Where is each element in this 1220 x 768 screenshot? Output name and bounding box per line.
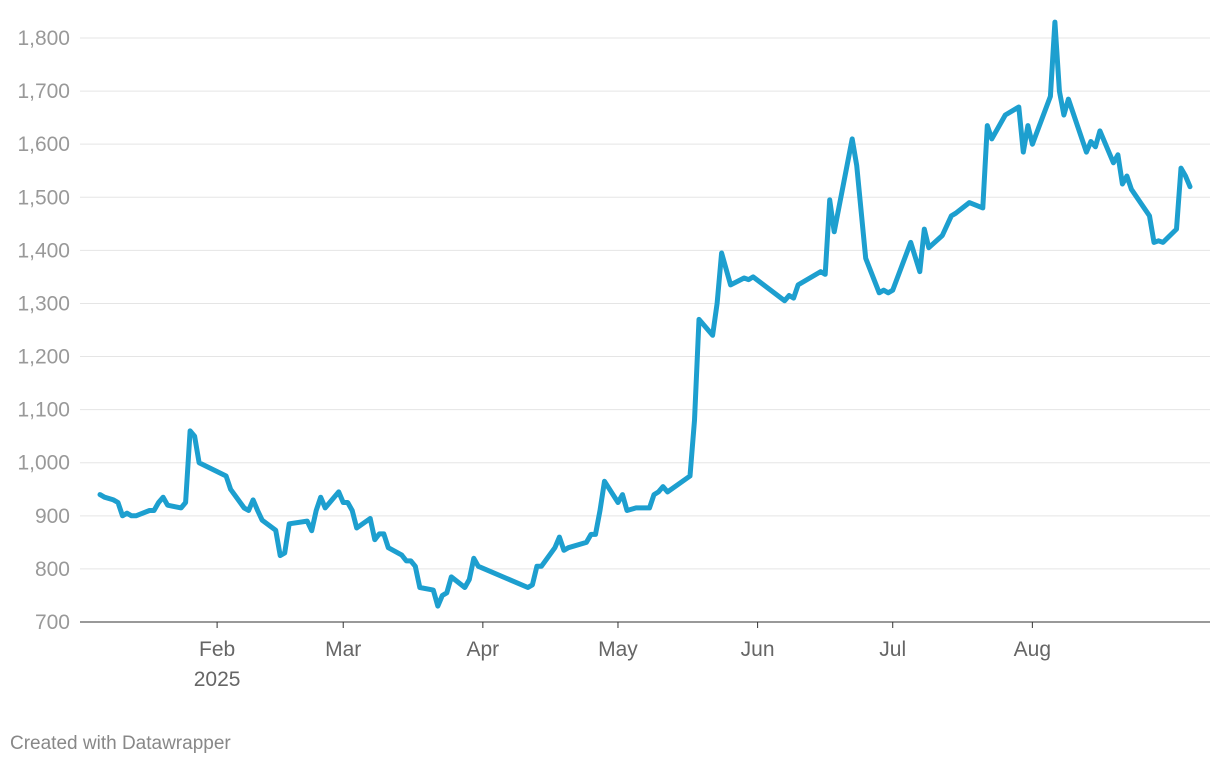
y-tick-label: 1,300	[17, 292, 70, 315]
x-tick-label: Mar	[325, 638, 361, 661]
x-tick-label: Jul	[879, 638, 906, 661]
y-tick-label: 1,000	[17, 452, 70, 475]
y-tick-label: 1,400	[17, 239, 70, 262]
x-tick-label: Apr	[467, 638, 500, 661]
x-tick-year-label: 2025	[194, 668, 241, 691]
x-tick-label: Aug	[1014, 638, 1051, 661]
x-tick-label: May	[598, 638, 638, 661]
y-tick-label: 1,600	[17, 133, 70, 156]
credit-text: Created with Datawrapper	[10, 733, 231, 754]
y-tick-label: 1,200	[17, 346, 70, 369]
series-layer	[97, 19, 1193, 609]
y-axis-ticks: 700 800 900 1,000 1,100 1,200 1,300 1,400 1,500 1…	[17, 27, 70, 634]
x-tick-label: Jun	[741, 638, 775, 661]
y-tick-label: 800	[35, 558, 70, 581]
y-tick-label: 1,700	[17, 80, 70, 103]
y-tick-label: 700	[35, 611, 70, 634]
y-tick-label: 900	[35, 505, 70, 528]
series-line	[97, 19, 1193, 609]
y-tick-label: 1,500	[17, 186, 70, 209]
x-tick-label: Feb	[199, 638, 235, 661]
y-tick-label: 1,100	[17, 399, 70, 422]
y-tick-label: 1,800	[17, 27, 70, 50]
x-axis-ticks: Feb 2025 Mar Apr May Jun Jul Aug	[194, 622, 1051, 691]
